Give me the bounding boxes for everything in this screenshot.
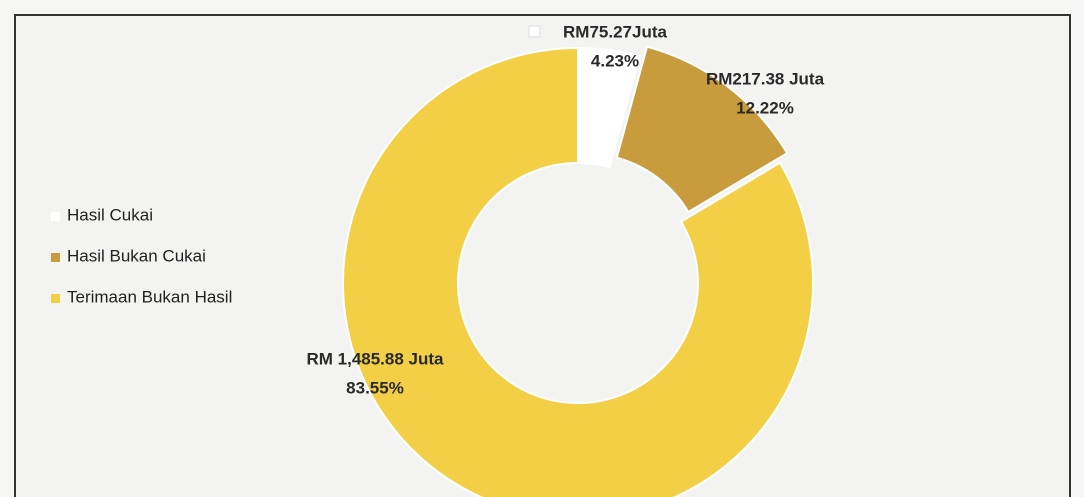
label-marker bbox=[528, 25, 541, 38]
amount-label: RM 1,485.88 Juta bbox=[306, 349, 444, 368]
donut-slice bbox=[615, 45, 789, 214]
donut-slice bbox=[577, 46, 641, 169]
value-label: 83.55% bbox=[346, 378, 404, 397]
legend-label: Hasil Bukan Cukai bbox=[67, 246, 206, 265]
legend-label: Terimaan Bukan Hasil bbox=[67, 287, 232, 306]
legend-marker bbox=[51, 212, 60, 221]
legend-marker bbox=[51, 253, 60, 262]
value-label: 12.22% bbox=[736, 98, 794, 117]
amount-label: RM217.38 Juta bbox=[706, 69, 825, 88]
donut-slice bbox=[342, 46, 814, 497]
value-label: 4.23% bbox=[591, 51, 639, 70]
amount-label: RM75.27Juta bbox=[563, 22, 667, 41]
legend-label: Hasil Cukai bbox=[67, 205, 153, 224]
legend-marker bbox=[51, 294, 60, 303]
